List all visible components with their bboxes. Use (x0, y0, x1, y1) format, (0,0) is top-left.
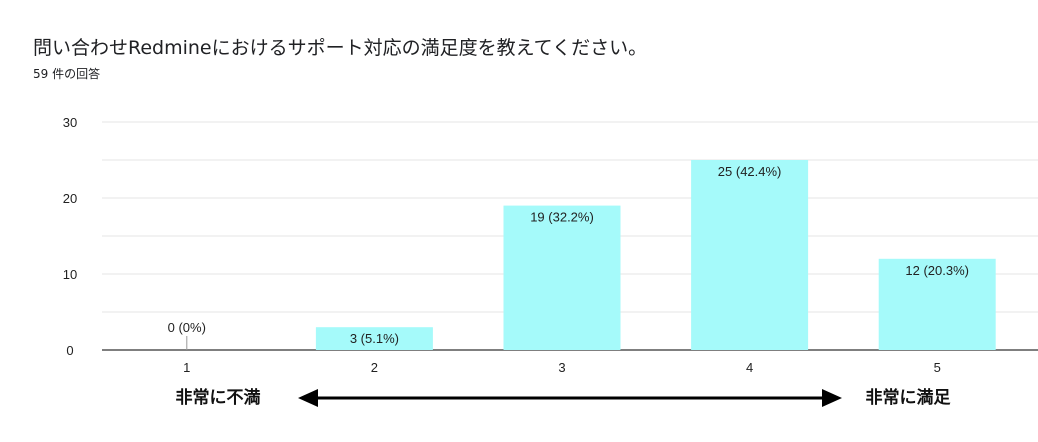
data-label: 12 (20.3%) (905, 263, 969, 278)
response-count: 59 件の回答 (33, 67, 101, 81)
scale-annotation: 非常に不満 非常に満足 (176, 387, 951, 408)
scale-arrow-left-head (298, 389, 318, 407)
data-label: 0 (0%) (168, 320, 206, 335)
bar (503, 205, 621, 350)
data-label: 3 (5.1%) (350, 331, 399, 346)
bar (691, 160, 809, 350)
x-tick-label: 1 (183, 360, 190, 375)
x-tick-label: 2 (371, 360, 378, 375)
data-label: 25 (42.4%) (718, 164, 782, 179)
scale-arrow-right-head (822, 389, 842, 407)
y-tick-label: 20 (63, 191, 77, 206)
bar (315, 327, 433, 350)
chart-title: 問い合わせRedmineにおけるサポート対応の満足度を教えてください。 (33, 37, 648, 59)
x-tick-label: 4 (746, 360, 753, 375)
data-labels: 0 (0%) 3 (5.1%) 19 (32.2%) 25 (42.4%) 12 (20… (168, 164, 969, 346)
data-label: 19 (32.2%) (530, 210, 594, 225)
bars (186, 160, 996, 350)
y-tick-label: 10 (63, 267, 77, 282)
x-tick-label: 3 (558, 360, 565, 375)
bar (878, 258, 996, 350)
y-tick-label: 30 (63, 115, 77, 130)
x-tick-label: 5 (934, 360, 941, 375)
scale-right-label: 非常に満足 (866, 387, 951, 408)
tick-labels: 0 10 20 30 1 2 3 4 5 (63, 115, 941, 375)
scale-left-label: 非常に不満 (176, 387, 261, 408)
y-tick-label: 0 (66, 343, 73, 358)
